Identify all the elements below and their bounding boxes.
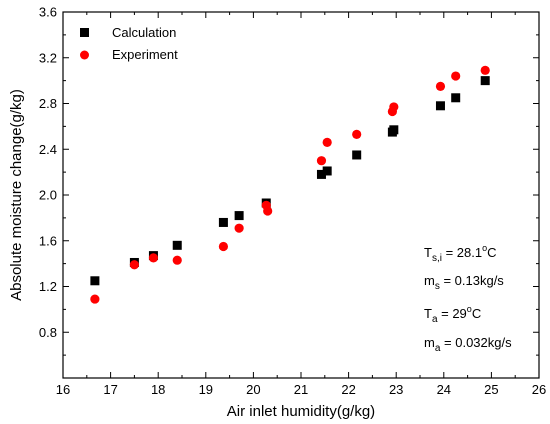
y-tick-label: 3.2 <box>39 50 57 65</box>
annotation-part: o <box>467 304 472 314</box>
experiment-point <box>90 294 100 304</box>
calculation-point <box>172 240 182 250</box>
x-tick-label: 23 <box>389 382 403 397</box>
y-tick-label: 1.2 <box>39 279 57 294</box>
legend-marker-experiment <box>80 50 89 60</box>
experiment-point <box>352 129 362 139</box>
annotation-part: a <box>435 343 441 354</box>
annotation-part: o <box>482 243 487 253</box>
x-axis-title: Air inlet humidity(g/kg) <box>227 403 375 420</box>
calculation-point <box>480 76 490 86</box>
calculation-point <box>316 169 326 179</box>
x-tick-label: 26 <box>532 382 546 397</box>
x-tick-label: 19 <box>199 382 213 397</box>
y-tick-label: 1.6 <box>39 233 57 248</box>
plot-frame <box>62 11 540 379</box>
experiment-point <box>389 102 399 112</box>
y-tick-label: 2.0 <box>39 188 57 203</box>
legend-label-calculation: Calculation <box>112 25 176 40</box>
annotation-line: ms = 0.13kg/s <box>424 273 504 292</box>
annotation-part: C <box>472 306 481 321</box>
annotation-part: a <box>432 314 438 325</box>
x-tick-label: 22 <box>341 382 355 397</box>
annotation-part: m <box>424 273 435 288</box>
experiment-point <box>322 137 332 147</box>
x-tick-label: 25 <box>484 382 498 397</box>
y-tick-label: 2.4 <box>39 142 57 157</box>
x-tick-label: 24 <box>437 382 451 397</box>
y-tick-label: 3.6 <box>39 5 57 20</box>
x-tick-label: 18 <box>151 382 165 397</box>
calculation-point <box>451 93 461 103</box>
axis-tick-labels: 16 17 18 19 20 21 22 23 24 25 26 0.8 1.2 1.6 2.0 2.4 2.8… <box>39 5 546 398</box>
legend-marker-calculation <box>80 28 89 37</box>
annotation-part: T <box>424 245 432 260</box>
calculation-point <box>218 217 228 227</box>
annotation-part: m <box>424 335 435 350</box>
legend: Calculation Experiment <box>80 25 178 62</box>
annotation-part: s,i <box>432 253 442 264</box>
calculation-point <box>322 166 332 176</box>
experiment-point <box>316 156 327 166</box>
annotation-part: = 28.1 <box>442 245 482 260</box>
experiment-point <box>480 65 490 75</box>
calculation-point <box>352 150 362 160</box>
annotation-part: = 0.032kg/s <box>440 335 512 350</box>
annotation-line: Ts,i = 28.1oC <box>424 243 496 264</box>
x-tick-label: 20 <box>246 382 260 397</box>
y-tick-label: 2.8 <box>39 96 57 111</box>
x-tick-label: 21 <box>294 382 308 397</box>
annotation-part: C <box>487 245 496 260</box>
annotation-part: = 29 <box>438 306 467 321</box>
experiment-point <box>218 241 229 252</box>
experiment-point <box>263 206 273 216</box>
calculation-point <box>389 125 399 135</box>
x-tick-label: 16 <box>56 382 70 397</box>
y-tick-label: 0.8 <box>39 325 57 340</box>
calculation-point <box>90 276 100 286</box>
x-tick-label: 17 <box>103 382 117 397</box>
data-points <box>90 65 490 304</box>
experiment-point <box>148 253 159 263</box>
axis-ticks <box>62 11 540 378</box>
annotation-part: T <box>424 306 432 321</box>
experiment-point <box>129 260 139 270</box>
experiment-point <box>435 81 446 91</box>
annotation-line: Ta = 29oC <box>424 304 481 325</box>
calculation-point <box>435 101 445 111</box>
experiment-point <box>451 71 461 81</box>
annotation-line: ma = 0.032kg/s <box>424 335 512 354</box>
experiment-point <box>234 223 244 233</box>
annotation-part: s <box>435 281 440 292</box>
annotation-part: = 0.13kg/s <box>440 273 504 288</box>
legend-label-experiment: Experiment <box>112 47 178 62</box>
experiment-point <box>172 255 182 265</box>
y-axis-title: Absolute moisture change(g/kg) <box>8 89 25 301</box>
calculation-point <box>234 211 244 221</box>
